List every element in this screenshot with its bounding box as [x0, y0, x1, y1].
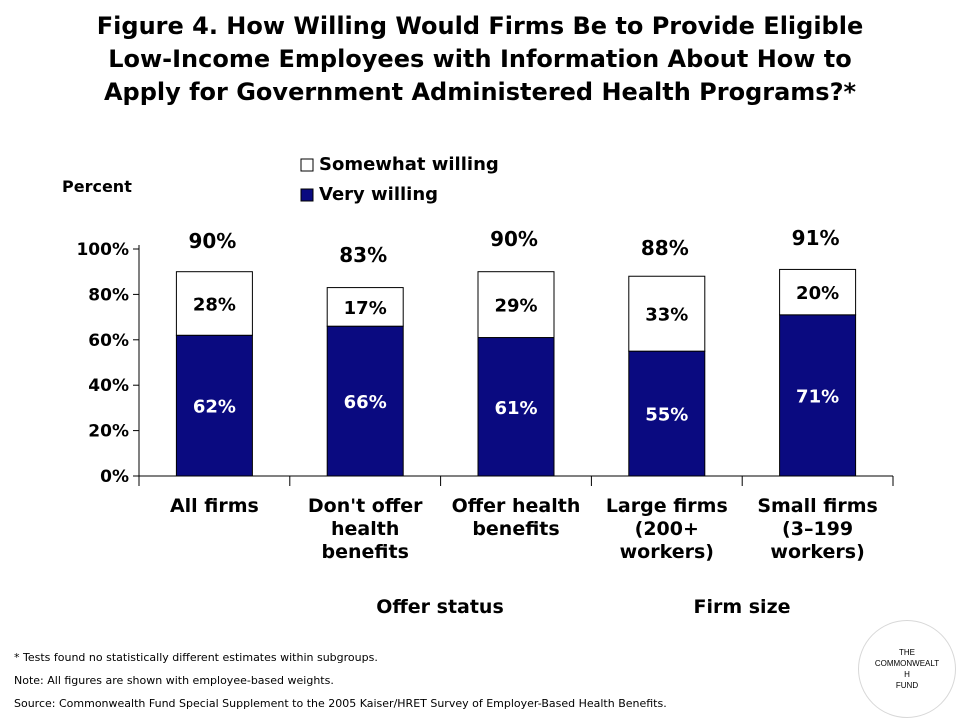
bar-very-willing [779, 314, 857, 477]
data-label-very-willing: 71% [796, 386, 839, 407]
bar-somewhat-willing [326, 287, 404, 327]
total-label: 83% [339, 243, 387, 267]
logo-line-2: COMMONWEALT [874, 659, 940, 668]
title-line-2: Low-Income Employees with Information Ab… [108, 45, 852, 73]
legend-label-very: Very willing [319, 184, 438, 205]
y-tick-label: 60% [88, 331, 129, 351]
category-label: benefits [472, 518, 559, 540]
total-label: 91% [792, 226, 840, 250]
logo-line-1: THE [899, 648, 915, 657]
data-label-somewhat-willing: 20% [796, 283, 839, 304]
chart-title: Figure 4. How Willing Would Firms Be to … [20, 10, 940, 109]
data-label-very-willing: 66% [344, 392, 387, 413]
commonwealth-fund-logo: THE COMMONWEALT H FUND [858, 620, 956, 718]
bar-somewhat-willing [477, 271, 555, 339]
total-label: 90% [188, 229, 236, 253]
y-tick-label: 0% [100, 467, 129, 487]
total-label: 88% [641, 236, 689, 260]
y-axis-label: Percent [62, 177, 132, 196]
category-label: Small firms [757, 495, 878, 517]
legend-swatch-very [300, 188, 314, 202]
category-label: (3–199 [782, 518, 853, 540]
bar-somewhat-willing [628, 275, 706, 352]
data-label-somewhat-willing: 28% [193, 294, 236, 315]
total-label: 90% [490, 227, 538, 251]
footnote-weights: Note: All figures are shown with employe… [14, 674, 334, 687]
data-label-somewhat-willing: 17% [344, 298, 387, 319]
y-tick-label: 20% [88, 422, 129, 442]
bar-very-willing [477, 337, 555, 477]
data-label-very-willing: 61% [494, 398, 537, 419]
category-label: benefits [322, 541, 409, 563]
data-label-very-willing: 62% [193, 397, 236, 418]
bar-very-willing [175, 334, 253, 477]
legend-label-somewhat: Somewhat willing [319, 154, 499, 175]
bar-somewhat-willing [175, 271, 253, 336]
category-label: workers) [620, 541, 714, 563]
category-label: Don't offer [308, 495, 423, 517]
y-tick-label: 100% [76, 240, 129, 260]
y-tick-label: 80% [88, 285, 129, 305]
category-label: health [331, 518, 399, 540]
bar-very-willing [628, 350, 706, 477]
footnote-tests: * Tests found no statistically different… [14, 651, 378, 664]
y-tick-label: 40% [88, 376, 129, 396]
legend-swatch-somewhat [300, 158, 314, 172]
stacked-bar-chart: Percent Somewhat willing Very willing 0% 20%… [62, 154, 894, 618]
logo-line-4: FUND [895, 681, 919, 690]
title-line-3: Apply for Government Administered Health… [103, 78, 857, 106]
group-label-firm-size: Firm size [693, 596, 790, 618]
data-label-somewhat-willing: 33% [645, 305, 688, 326]
data-label-very-willing: 55% [645, 405, 688, 426]
category-label: Large firms [606, 495, 728, 517]
logo-line-3: H [904, 670, 910, 679]
title-line-1: Figure 4. How Willing Would Firms Be to … [96, 12, 864, 40]
bar-very-willing [326, 325, 404, 477]
bar-somewhat-willing [779, 268, 857, 316]
category-label: All firms [170, 495, 259, 517]
category-label: (200+ [635, 518, 699, 540]
footnotes: * Tests found no statistically different… [14, 646, 844, 715]
footnote-source: Source: Commonwealth Fund Special Supple… [14, 697, 667, 710]
category-label: workers) [770, 541, 864, 563]
data-label-somewhat-willing: 29% [494, 296, 537, 317]
group-label-offer-status: Offer status [376, 596, 504, 618]
category-label: Offer health [452, 495, 581, 517]
